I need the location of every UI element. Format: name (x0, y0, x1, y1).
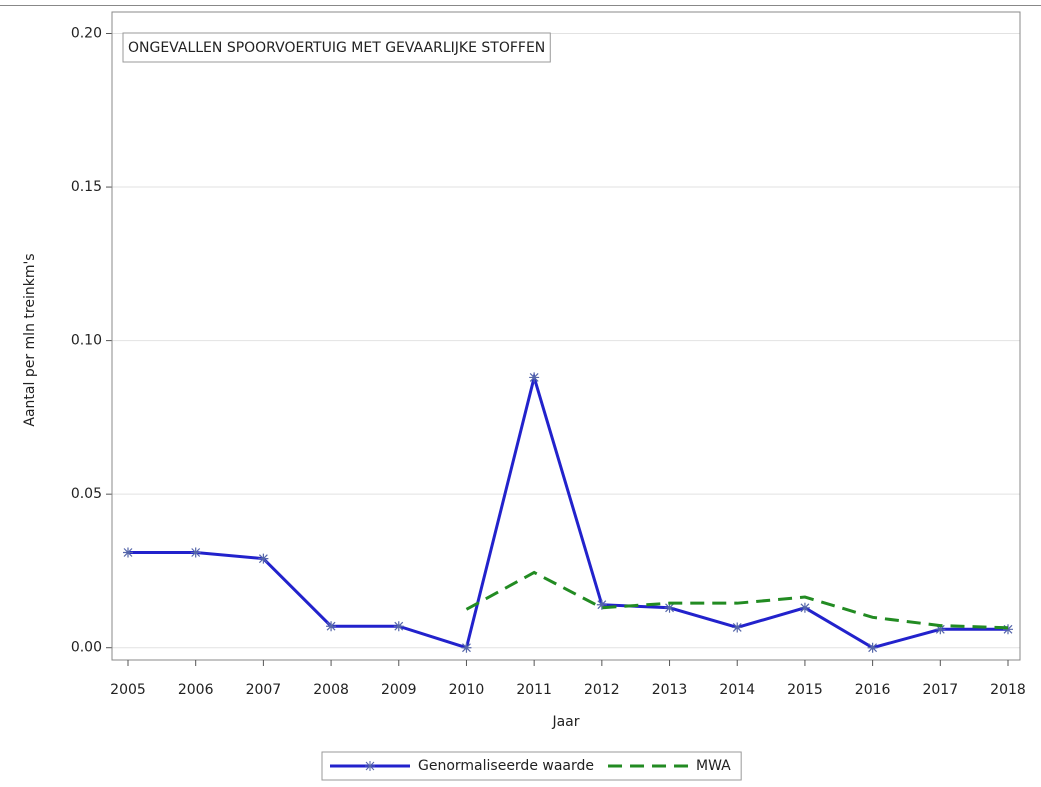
title-box (122, 32, 551, 63)
marker (664, 602, 675, 613)
y-tick-label: 0.10 (71, 333, 102, 349)
marker (799, 602, 810, 613)
y-tick-label: 0.00 (71, 640, 102, 656)
x-tick-label: 2018 (990, 682, 1026, 698)
x-tick-label: 2014 (719, 682, 755, 698)
x-tick-label: 2016 (855, 682, 891, 698)
x-tick-label: 2013 (652, 682, 688, 698)
marker (935, 624, 946, 635)
x-tick-label: 2012 (584, 682, 620, 698)
x-tick-label: 2005 (110, 682, 146, 698)
x-tick-label: 2015 (787, 682, 823, 698)
y-tick-label: 0.05 (71, 486, 102, 502)
marker (461, 642, 472, 653)
x-tick-label: 2006 (178, 682, 214, 698)
marker (529, 372, 540, 383)
marker (393, 621, 404, 632)
x-tick-label: 2008 (313, 682, 349, 698)
legend-label: Genormaliseerde waarde (418, 758, 594, 774)
marker (258, 553, 269, 564)
legend-marker (365, 761, 375, 771)
y-tick-label: 0.15 (71, 179, 102, 195)
marker (190, 547, 201, 558)
marker (867, 642, 878, 653)
marker (1003, 624, 1013, 635)
y-tick-label: 0.20 (71, 25, 102, 41)
y-axis-label: Aantal per mln treinkm's (22, 253, 38, 426)
marker (123, 547, 133, 558)
x-tick-label: 2017 (922, 682, 958, 698)
x-axis-label: Jaar (551, 714, 579, 730)
legend-label: MWA (696, 758, 731, 774)
x-tick-label: 2007 (246, 682, 282, 698)
x-tick-label: 2009 (381, 682, 417, 698)
x-tick-label: 2010 (449, 682, 485, 698)
marker (596, 599, 607, 610)
plot-frame (111, 11, 1021, 661)
chart-title: ONGEVALLEN SPOORVOERTUIG MET GEVAARLIJKE… (128, 40, 545, 56)
marker (732, 622, 743, 633)
series-line (465, 570, 1009, 630)
series-line (128, 371, 1008, 650)
x-tick-label: 2011 (516, 682, 552, 698)
marker (326, 621, 337, 632)
